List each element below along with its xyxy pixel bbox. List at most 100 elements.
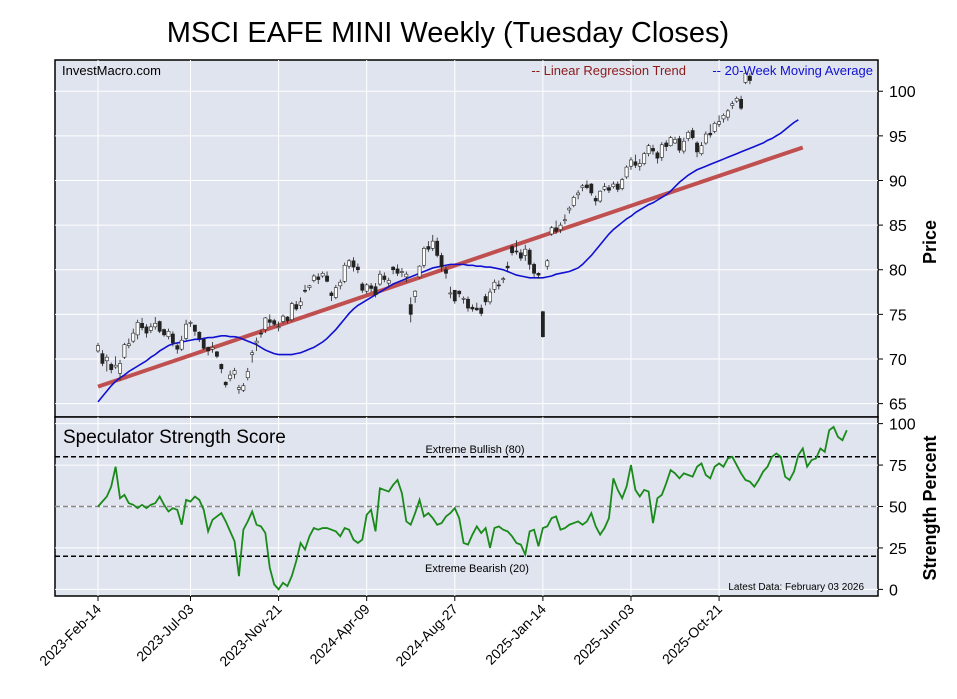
candle-body <box>457 290 462 295</box>
candle-body <box>448 292 453 295</box>
candle-body <box>461 297 466 300</box>
x-tick-label: 2025-Oct-21 <box>659 601 725 667</box>
candle-body <box>369 285 373 289</box>
candle-body <box>655 152 660 159</box>
candle-body <box>668 137 673 146</box>
candle-body <box>408 304 413 315</box>
price-tick-label: 85 <box>889 218 907 235</box>
candle-body <box>483 296 488 303</box>
price-grid <box>55 60 878 417</box>
candle-body <box>378 273 382 285</box>
candle-body <box>677 138 682 151</box>
candle-body <box>210 347 215 350</box>
candle-body <box>642 153 647 164</box>
candle-body <box>162 329 166 336</box>
candle-body <box>730 103 735 106</box>
candle-body <box>629 159 633 167</box>
candle-body <box>294 304 299 310</box>
candle-body <box>395 268 400 274</box>
x-tick-label: 2025-Jun-03 <box>570 601 637 668</box>
candle-body <box>245 371 250 379</box>
candle-body <box>439 255 444 268</box>
candle-body <box>223 381 228 386</box>
candle-body <box>536 273 541 276</box>
candle-body <box>311 275 316 281</box>
candle-body <box>430 240 435 249</box>
candle-body <box>496 284 501 287</box>
candle-body <box>166 331 171 337</box>
candle-body <box>170 333 175 344</box>
candle-body <box>276 326 281 329</box>
candle-body <box>466 298 470 309</box>
candle-body <box>739 98 743 109</box>
candle-body <box>602 186 607 190</box>
legend-trend: -- Linear Regression Trend <box>531 63 686 78</box>
candle-body <box>734 98 739 102</box>
candle-body <box>342 264 347 282</box>
candle-body <box>743 73 748 83</box>
candle-body <box>426 246 431 250</box>
candle-body <box>598 190 603 202</box>
candle-body <box>391 266 396 271</box>
candle-body <box>96 345 100 352</box>
x-tick-label: 2025-Jan-14 <box>482 601 549 668</box>
candle-body <box>505 265 510 269</box>
candle-body <box>549 227 554 235</box>
price-tick-label: 65 <box>889 397 907 414</box>
candle-body <box>510 246 514 254</box>
candle-body <box>355 266 360 271</box>
strength-tick-label: 100 <box>889 417 916 434</box>
candle-body <box>554 227 558 232</box>
strength-tick-label: 75 <box>889 458 907 475</box>
candle-body <box>232 370 237 375</box>
candle-body <box>474 307 479 311</box>
candle-body <box>748 75 752 81</box>
candle-body <box>567 207 572 211</box>
candle-body <box>422 248 426 266</box>
candle-body <box>479 307 484 314</box>
price-tick-label: 90 <box>889 173 907 190</box>
price-tick-label: 75 <box>889 307 907 324</box>
candle-body <box>289 303 294 321</box>
candle-body <box>215 351 219 357</box>
candle-body <box>659 144 664 158</box>
bullish-label: Extreme Bullish (80) <box>425 444 524 456</box>
price-panel <box>54 59 879 418</box>
price-axis: 65 70 75 80 85 90 95 100 <box>878 84 916 414</box>
candle-body <box>241 385 246 391</box>
candle-body <box>593 198 598 202</box>
candle-body <box>721 115 726 120</box>
candle-body <box>699 145 704 155</box>
candle-body <box>140 322 144 329</box>
candle-body <box>307 285 312 288</box>
candle-body <box>206 347 211 352</box>
candle-body <box>624 166 629 178</box>
candle-body <box>144 326 149 334</box>
strength-axis: 0 25 50 75 100 <box>878 417 916 599</box>
candle-body <box>228 374 233 379</box>
candle-body <box>400 271 404 273</box>
strength-grid <box>55 417 878 596</box>
candle-body <box>316 276 321 280</box>
candle-body <box>386 280 391 284</box>
strength-series-path <box>97 425 848 591</box>
x-tick-label: 2023-Feb-14 <box>36 601 104 669</box>
price-tick-label: 70 <box>889 352 907 369</box>
candle-body <box>725 110 730 118</box>
strength-axis-label: Strength Percent <box>920 435 940 580</box>
candle-body <box>135 322 140 336</box>
candle-body <box>615 183 620 190</box>
candle-body <box>113 364 118 368</box>
x-tick-label: 2023-Nov-21 <box>216 601 285 670</box>
candle-body <box>646 145 651 155</box>
moving-average-path <box>97 119 799 403</box>
candle-body <box>664 142 669 147</box>
candle-body <box>175 345 180 350</box>
candle-body <box>347 260 351 267</box>
candle-body <box>620 179 625 189</box>
candle-body <box>523 248 528 256</box>
candle-body <box>712 123 717 132</box>
candle-body <box>281 315 285 322</box>
x-tick-label: 2023-Jul-03 <box>133 601 197 665</box>
